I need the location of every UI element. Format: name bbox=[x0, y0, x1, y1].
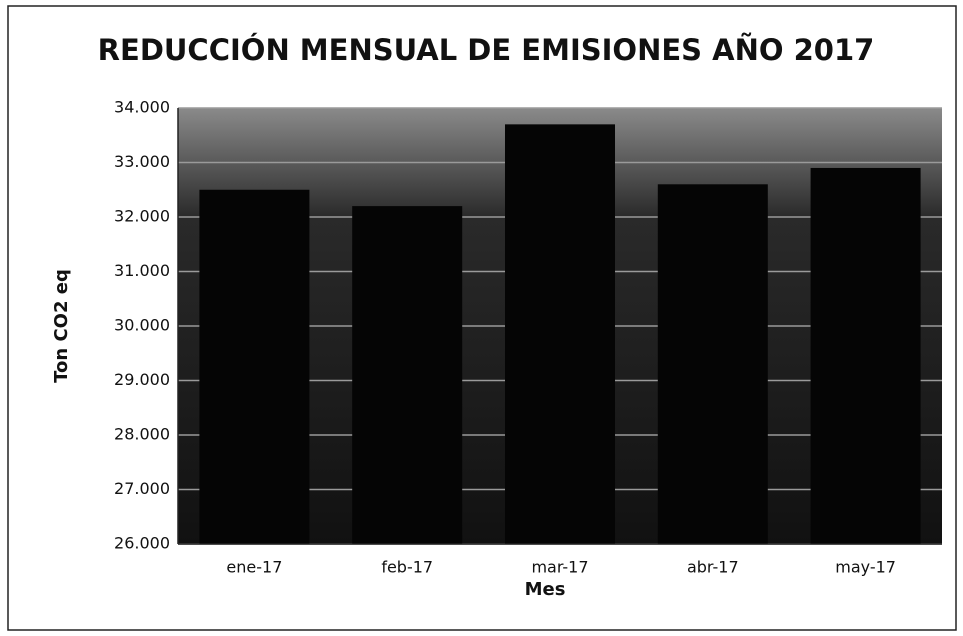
x-tick-label: may-17 bbox=[835, 558, 896, 577]
y-tick-label: 34.000 bbox=[114, 98, 170, 117]
x-tick-label: ene-17 bbox=[226, 558, 282, 577]
y-tick-label: 33.000 bbox=[114, 152, 170, 171]
y-tick-label: 27.000 bbox=[114, 479, 170, 498]
x-axis-label: Mes bbox=[525, 579, 566, 600]
y-axis-label: Ton CO2 eq bbox=[51, 269, 72, 383]
y-tick-label: 30.000 bbox=[114, 316, 170, 335]
x-tick-label: mar-17 bbox=[531, 558, 588, 577]
x-tick-label: abr-17 bbox=[687, 558, 739, 577]
x-tick-label: feb-17 bbox=[381, 558, 433, 577]
bar bbox=[810, 167, 921, 544]
y-tick-label: 31.000 bbox=[114, 261, 170, 280]
bar bbox=[199, 189, 310, 544]
bar bbox=[352, 206, 463, 544]
y-tick-label: 32.000 bbox=[114, 207, 170, 226]
y-tick-label: 28.000 bbox=[114, 425, 170, 444]
y-tick-label: 29.000 bbox=[114, 370, 170, 389]
bar bbox=[657, 184, 768, 545]
chart-title: REDUCCIÓN MENSUAL DE EMISIONES AÑO 2017 bbox=[98, 33, 875, 67]
y-tick-label: 26.000 bbox=[114, 534, 170, 553]
bar bbox=[504, 124, 616, 544]
